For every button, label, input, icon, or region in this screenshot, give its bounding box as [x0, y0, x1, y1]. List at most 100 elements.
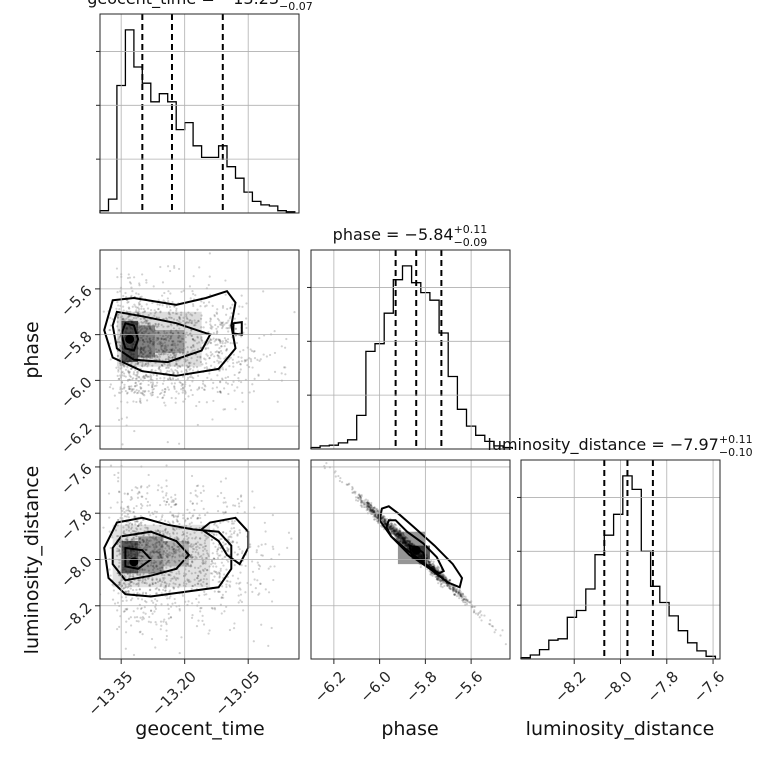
scatter-point: [372, 511, 375, 514]
scatter-point: [504, 643, 507, 646]
scatter-point: [397, 531, 400, 534]
scatter-point: [435, 578, 438, 581]
scatter-point: [118, 545, 121, 548]
scatter-point: [224, 322, 228, 325]
scatter-point: [474, 612, 478, 615]
scatter-point: [215, 327, 218, 330]
scatter-point: [189, 389, 193, 392]
scatter-point: [132, 573, 135, 576]
scatter-point: [178, 555, 181, 558]
scatter-point: [129, 375, 132, 378]
scatter-point: [200, 543, 203, 547]
scatter-point: [403, 536, 406, 540]
scatter-point: [394, 530, 397, 533]
scatter-point: [401, 540, 405, 544]
scatter-point: [390, 530, 393, 533]
scatter-point: [367, 505, 370, 508]
scatter-point: [189, 565, 192, 568]
scatter-point: [439, 583, 443, 586]
scatter-point: [478, 611, 481, 614]
scatter-point: [139, 401, 142, 405]
scatter-point: [370, 501, 373, 505]
scatter-point: [159, 342, 162, 345]
scatter-point: [179, 381, 182, 384]
scatter-point: [175, 518, 178, 521]
scatter-point: [455, 591, 458, 594]
scatter-point: [462, 598, 466, 601]
scatter-point: [172, 532, 175, 535]
scatter-point: [162, 620, 165, 623]
scatter-point: [167, 617, 171, 620]
scatter-point: [263, 521, 266, 524]
scatter-point: [142, 540, 145, 544]
scatter-point: [139, 378, 143, 381]
scatter-point: [489, 623, 492, 626]
scatter-point: [228, 326, 231, 329]
scatter-point: [392, 529, 395, 532]
scatter-point: [403, 538, 406, 541]
scatter-point: [398, 534, 401, 537]
scatter-point: [401, 536, 404, 540]
scatter-point: [215, 565, 218, 568]
scatter-point: [153, 510, 157, 513]
scatter-point: [402, 540, 405, 543]
scatter-point: [165, 346, 168, 349]
scatter-point: [131, 388, 134, 391]
scatter-point: [145, 592, 148, 595]
scatter-point: [401, 537, 405, 541]
scatter-point: [157, 332, 160, 335]
scatter-point: [133, 515, 136, 518]
scatter-point: [442, 573, 445, 576]
scatter-point: [168, 305, 172, 309]
scatter-point: [402, 537, 406, 540]
scatter-point: [128, 529, 131, 532]
scatter-point: [218, 576, 221, 579]
data-layer: [99, 14, 717, 659]
scatter-point: [157, 352, 160, 355]
scatter-point: [150, 599, 153, 602]
scatter-point: [166, 297, 169, 300]
scatter-point: [167, 358, 170, 361]
scatter-point: [175, 503, 178, 506]
scatter-point: [165, 305, 169, 309]
scatter-point: [376, 518, 379, 521]
scatter-point: [214, 339, 218, 342]
scatter-point: [132, 388, 135, 391]
scatter-point: [163, 346, 166, 349]
scatter-point: [123, 586, 127, 589]
scatter-point: [222, 541, 225, 544]
scatter-point: [181, 386, 185, 389]
scatter-point: [455, 590, 458, 593]
scatter-point: [145, 601, 148, 604]
scatter-point: [381, 516, 384, 519]
scatter-point: [160, 556, 163, 560]
scatter-point: [171, 311, 175, 314]
scatter-point: [237, 312, 240, 316]
scatter-point: [158, 589, 161, 592]
scatter-point: [138, 326, 141, 329]
xtick-label: −8.0: [597, 668, 635, 706]
scatter-point: [405, 545, 408, 548]
scatter-point: [189, 580, 192, 583]
scatter-point: [221, 324, 224, 327]
scatter-point: [367, 505, 370, 508]
scatter-point: [196, 484, 200, 487]
scatter-point: [406, 545, 409, 548]
scatter-point: [196, 545, 199, 548]
scatter-point: [371, 508, 374, 511]
scatter-point: [182, 542, 185, 545]
scatter-point: [270, 600, 274, 603]
scatter-point: [159, 553, 163, 557]
scatter-point: [237, 355, 240, 359]
scatter-point: [252, 390, 255, 393]
scatter-point: [374, 515, 377, 518]
scatter-point: [222, 531, 225, 534]
scatter-point: [130, 388, 134, 391]
scatter-point: [141, 581, 144, 584]
scatter-point: [124, 389, 127, 393]
scatter-point: [358, 494, 362, 498]
scatter-point: [152, 352, 156, 355]
scatter-point: [351, 488, 354, 491]
scatter-point: [175, 309, 178, 312]
scatter-point: [204, 385, 207, 388]
